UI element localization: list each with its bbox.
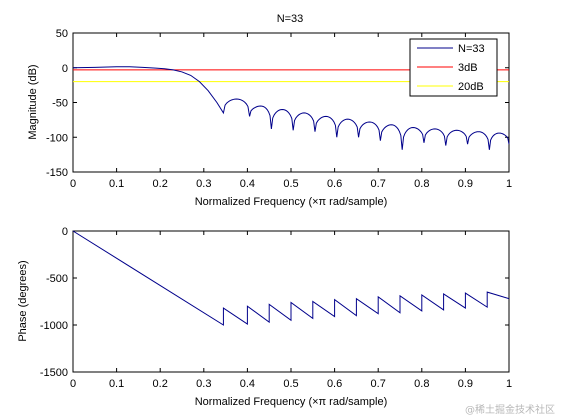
phase-x-tick-label: 0.6 xyxy=(327,378,342,390)
series-line-phase xyxy=(72,230,510,326)
phase-x-tick-label: 0.4 xyxy=(240,378,255,390)
magnitude-x-tick-label: 0.3 xyxy=(196,178,211,190)
phase-x-tick-label: 0.3 xyxy=(196,378,211,390)
phase-x-tick-label: 0.5 xyxy=(283,378,298,390)
phase-y-label: Phase (degrees) xyxy=(17,260,29,341)
phase-x-tick-label: 0.2 xyxy=(153,378,168,390)
magnitude-legend: N=33 3dB 20dB xyxy=(409,38,498,97)
phase-y-tick-label: 0 xyxy=(62,226,68,238)
magnitude-y-tick-label: 50 xyxy=(56,28,68,40)
magnitude-x-tick-label: 0.6 xyxy=(327,178,342,190)
phase-x-tick-label: 0.8 xyxy=(414,378,429,390)
phase-y-tick-label: -1000 xyxy=(40,320,68,332)
phase-x-tick-label: 0 xyxy=(70,378,76,390)
magnitude-x-tick-label: 1 xyxy=(506,178,512,190)
phase-x-tick-label: 0.7 xyxy=(371,378,386,390)
magnitude-y-tick-label: -100 xyxy=(46,132,68,144)
magnitude-y-tick-label: 0 xyxy=(62,63,68,75)
magnitude-title: N=33 xyxy=(277,13,304,25)
magnitude-x-tick-label: 0.1 xyxy=(109,178,124,190)
legend-label-3db: 3dB xyxy=(458,62,478,74)
magnitude-x-tick-label: 0.9 xyxy=(458,178,473,190)
magnitude-x-ticks: 0 0.1 0.2 0.3 0.4 0.5 0.6 0.7 0.8 0.9 1 xyxy=(70,33,512,190)
magnitude-x-tick-label: 0.8 xyxy=(414,178,429,190)
phase-axes: 0 0.1 0.2 0.3 0.4 0.5 0.6 0.7 0.8 0.9 1 -1500 -1000… xyxy=(17,226,512,408)
phase-y-tick-label: -500 xyxy=(46,273,68,285)
magnitude-x-tick-label: 0.2 xyxy=(153,178,168,190)
magnitude-x-tick-label: 0 xyxy=(70,178,76,190)
phase-x-label: Normalized Frequency (×π rad/sample) xyxy=(195,396,388,408)
phase-y-tick-label: -1500 xyxy=(40,367,68,379)
legend-label-20db: 20dB xyxy=(458,81,484,93)
watermark: @稀土掘金技术社区 xyxy=(465,403,555,416)
magnitude-x-tick-label: 0.4 xyxy=(240,178,255,190)
series-line-n33 xyxy=(72,66,510,150)
phase-series xyxy=(72,230,510,326)
phase-plot-area xyxy=(72,230,510,373)
magnitude-x-label: Normalized Frequency (×π rad/sample) xyxy=(195,196,388,208)
magnitude-axes: N=33 0 0.1 0.2 0.3 0.4 0.5 0.6 0.7 0.8 0.9 1 -150-… xyxy=(27,13,512,208)
phase-x-tick-label: 0.9 xyxy=(458,378,473,390)
magnitude-x-tick-label: 0.7 xyxy=(371,178,386,190)
magnitude-y-label: Magnitude (dB) xyxy=(27,64,39,139)
phase-x-tick-label: 0.1 xyxy=(109,378,124,390)
phase-x-ticks: 0 0.1 0.2 0.3 0.4 0.5 0.6 0.7 0.8 0.9 1 xyxy=(70,231,512,390)
magnitude-y-ticks: -150 -100 -50 0 50 xyxy=(46,28,509,179)
magnitude-y-tick-label: -50 xyxy=(52,98,68,110)
phase-y-ticks: -1500 -1000 -500 0 xyxy=(40,226,509,379)
magnitude-y-tick-label: -150 xyxy=(46,167,68,179)
magnitude-x-tick-label: 0.5 xyxy=(283,178,298,190)
phase-x-tick-label: 1 xyxy=(506,378,512,390)
legend-label-n33: N=33 xyxy=(458,43,485,55)
